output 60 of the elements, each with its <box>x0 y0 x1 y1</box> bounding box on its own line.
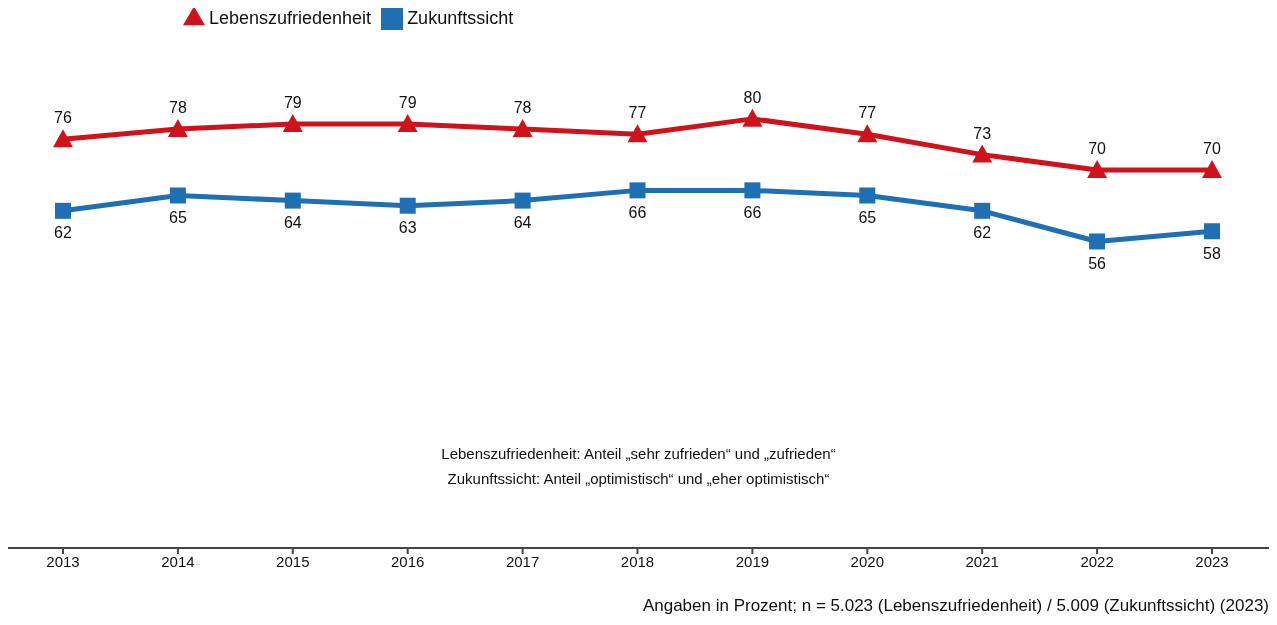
x-tick-label: 2023 <box>1195 552 1229 570</box>
data-label: 65 <box>169 208 187 226</box>
data-label: 58 <box>1203 244 1221 262</box>
point <box>399 197 416 214</box>
point <box>627 124 648 143</box>
point <box>169 187 186 204</box>
point <box>974 202 991 219</box>
data-label: 79 <box>283 93 302 111</box>
x-tick-label: 2017 <box>505 552 540 570</box>
x-tick-label: 2022 <box>1080 552 1114 570</box>
data-label: 78 <box>513 99 532 117</box>
x-tick-label: 2013 <box>46 552 80 570</box>
data-label: 70 <box>1088 139 1107 157</box>
x-tick-label: 2014 <box>161 552 195 570</box>
point <box>512 119 533 138</box>
data-label: 62 <box>973 224 992 242</box>
data-label: 79 <box>398 93 417 111</box>
x-tick-label: 2021 <box>965 552 999 570</box>
data-label: 78 <box>169 99 187 117</box>
data-label: 77 <box>858 104 877 122</box>
data-label: 66 <box>743 203 762 221</box>
data-label: 64 <box>283 213 302 231</box>
x-tick-label: 2020 <box>850 552 884 570</box>
point <box>284 192 301 209</box>
point <box>282 113 303 132</box>
text: Angaben in Prozent; n = 5.023 (Lebenszufriedenheit) / 5.009 (Zukunftssicht) (2023) <box>642 596 1269 616</box>
data-label: 77 <box>628 104 647 122</box>
point <box>53 129 73 148</box>
data-label: 73 <box>973 124 992 142</box>
point <box>514 192 531 209</box>
point <box>1204 223 1220 240</box>
point <box>859 187 876 204</box>
point <box>55 202 71 219</box>
point <box>397 113 418 132</box>
point <box>742 108 763 127</box>
data-label: 62 <box>54 224 72 242</box>
point <box>744 182 761 199</box>
point <box>1087 159 1108 178</box>
point <box>167 119 188 138</box>
legend-label: Lebenszufriedenheit <box>209 8 372 28</box>
text: Zukunftssicht: Anteil „optimistisch“ und „eher optimistisch“ <box>446 470 831 487</box>
data-label: 70 <box>1203 139 1221 157</box>
data-label: 65 <box>858 208 877 226</box>
point <box>972 144 993 163</box>
point <box>1202 159 1222 178</box>
point <box>1089 233 1106 250</box>
data-label: 64 <box>513 213 532 231</box>
data-label: 76 <box>54 109 72 127</box>
data-label: 63 <box>398 219 417 237</box>
text: Lebenszufriedenheit: Anteil „sehr zufrieden“ und „zufrieden“ <box>440 445 837 462</box>
data-label: 66 <box>628 203 647 221</box>
data-label: 56 <box>1088 254 1107 272</box>
x-tick-label: 2015 <box>276 552 310 570</box>
point <box>629 182 646 199</box>
x-tick-label: 2018 <box>620 552 655 570</box>
x-tick-label: 2019 <box>735 552 770 570</box>
data-label: 80 <box>743 88 762 106</box>
legend-label: Zukunftssicht <box>407 8 514 28</box>
x-tick-label: 2016 <box>391 552 425 570</box>
point <box>857 124 878 143</box>
